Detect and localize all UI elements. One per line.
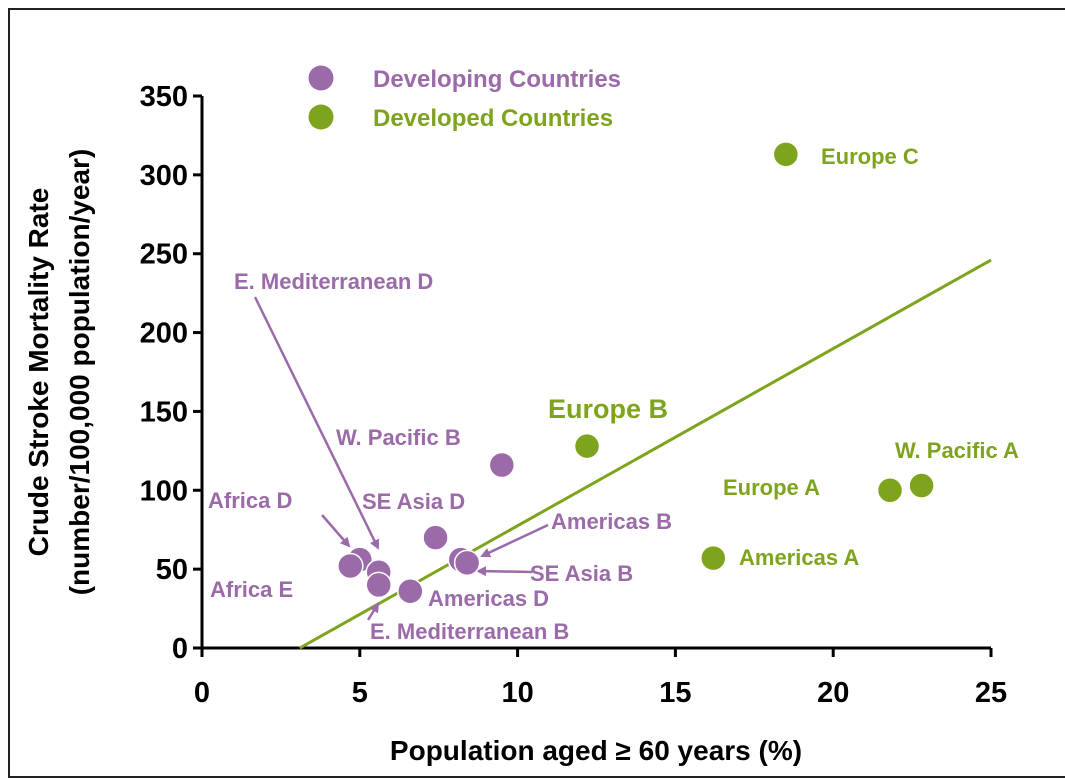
x-axis-title: Population aged ≥ 60 years (%) bbox=[390, 735, 802, 766]
point-label: Americas B bbox=[551, 509, 672, 534]
y-tick-label: 100 bbox=[140, 475, 188, 507]
y-tick-label: 50 bbox=[156, 554, 188, 586]
legend-marker bbox=[308, 65, 334, 91]
point-label: W. Pacific B bbox=[336, 425, 461, 450]
point-label: SE Asia B bbox=[530, 561, 633, 586]
data-point bbox=[453, 549, 481, 577]
point-label: Africa D bbox=[208, 488, 292, 513]
data-point bbox=[876, 477, 904, 504]
y-tick-label: 200 bbox=[140, 318, 188, 350]
legend-label: Developing Countries bbox=[373, 66, 621, 93]
x-tick-label: 0 bbox=[194, 677, 210, 709]
data-points bbox=[337, 141, 935, 605]
point-label: Europe A bbox=[723, 475, 820, 500]
ticks: 0 50 100 150 200 250 300 350 0 5 10 15 20 25 bbox=[140, 81, 1008, 709]
data-point bbox=[422, 524, 449, 551]
y-axis-title-line-2: (number/100,000 population/year) bbox=[64, 149, 95, 596]
annotation-arrow bbox=[321, 514, 351, 548]
annotation-arrow bbox=[476, 566, 533, 577]
y-tick-label: 150 bbox=[140, 396, 188, 428]
point-label: E. Mediterranean D bbox=[234, 269, 433, 294]
point-label: Americas A bbox=[739, 545, 859, 570]
x-tick-label: 20 bbox=[817, 677, 849, 709]
y-axis-title-line-1: Crude Stroke Mortality Rate bbox=[23, 188, 54, 557]
y-tick-label: 0 bbox=[172, 633, 188, 665]
data-point bbox=[772, 141, 800, 168]
point-label: SE Asia D bbox=[362, 489, 465, 514]
axes bbox=[200, 96, 991, 650]
annotation-arrow bbox=[253, 296, 380, 550]
point-label: Americas D bbox=[428, 586, 549, 611]
data-point bbox=[488, 451, 516, 479]
x-tick-label: 15 bbox=[659, 677, 691, 709]
x-tick-label: 5 bbox=[352, 677, 368, 709]
data-point bbox=[908, 472, 935, 499]
data-point bbox=[337, 552, 364, 580]
data-point bbox=[365, 571, 392, 599]
legend: Developing Countries Developed Countries bbox=[308, 65, 621, 132]
axis-titles: Population aged ≥ 60 years (%) Crude Str… bbox=[23, 149, 802, 766]
data-point bbox=[700, 544, 727, 572]
point-label: Europe B bbox=[548, 394, 668, 424]
annotation-arrows bbox=[253, 296, 549, 621]
point-label: Africa E bbox=[210, 577, 293, 602]
point-label: E. Mediterranean B bbox=[370, 619, 569, 644]
data-point bbox=[397, 577, 424, 605]
legend-label: Developed Countries bbox=[373, 105, 613, 132]
y-tick-label: 350 bbox=[140, 81, 188, 113]
x-tick-label: 25 bbox=[975, 677, 1007, 709]
legend-marker bbox=[308, 104, 334, 130]
point-labels: Africa D Africa E E. Mediterranean D E. Med… bbox=[208, 144, 1019, 644]
y-tick-label: 250 bbox=[140, 239, 188, 271]
y-tick-label: 300 bbox=[140, 160, 188, 192]
annotation-arrow bbox=[366, 602, 380, 621]
x-tick-label: 10 bbox=[501, 677, 533, 709]
point-label: Europe C bbox=[821, 144, 919, 169]
point-label: W. Pacific A bbox=[895, 438, 1019, 463]
data-point bbox=[573, 432, 601, 460]
annotation-arrow bbox=[480, 523, 549, 558]
